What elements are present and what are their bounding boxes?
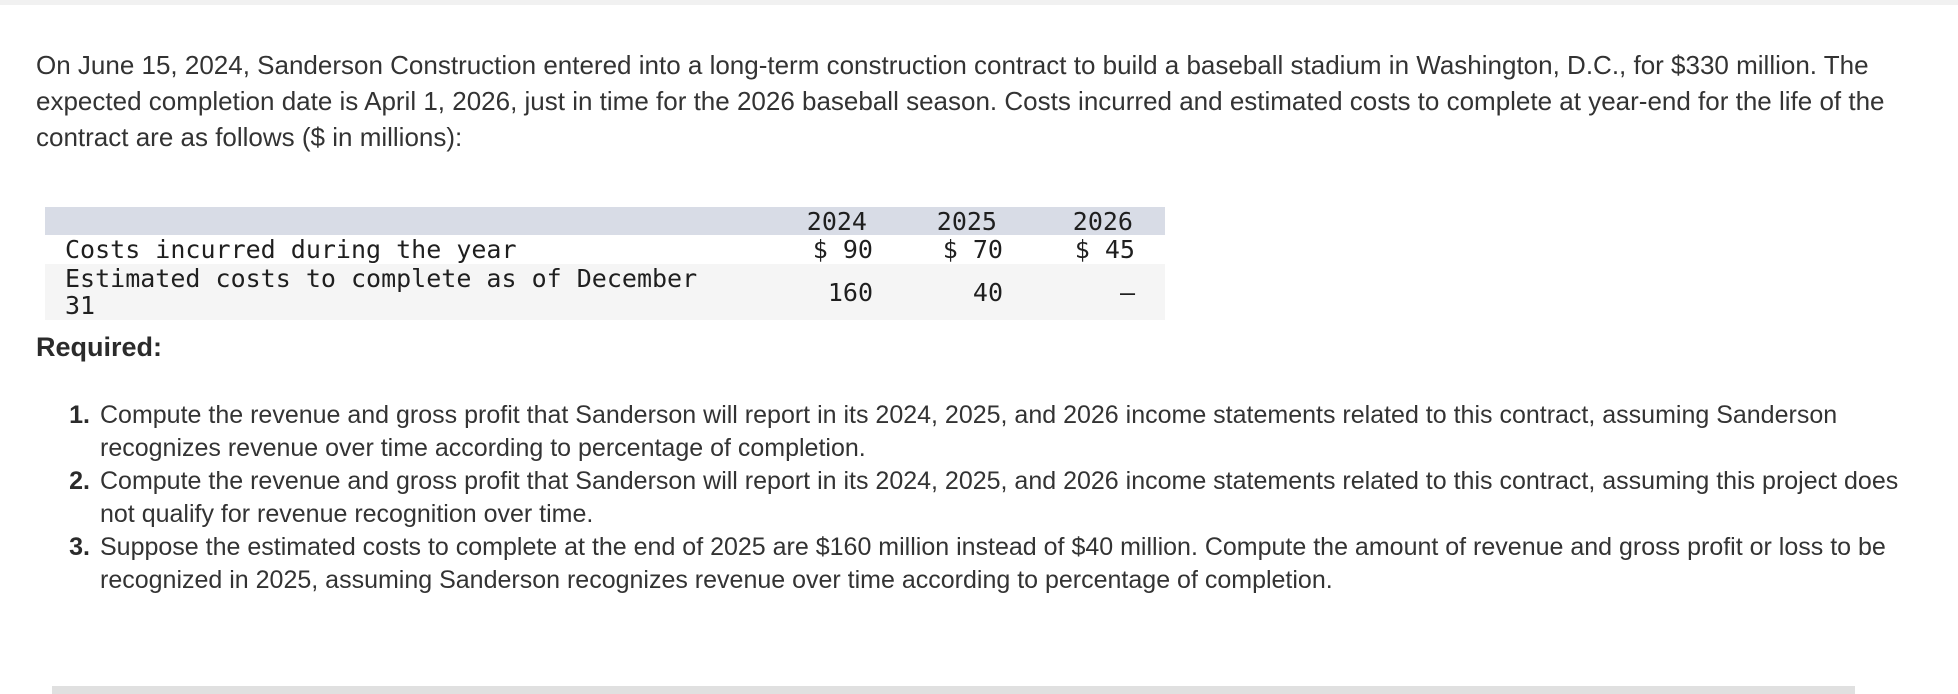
- cell-value: —: [1119, 277, 1135, 307]
- bottom-divider-bar: [52, 686, 1855, 694]
- requirement-text: Compute the revenue and gross profit tha…: [100, 467, 1899, 528]
- requirement-number: 1.: [69, 401, 90, 429]
- intro-paragraph: On June 15, 2024, Sanderson Construction…: [36, 50, 1885, 152]
- requirement-text: Suppose the estimated costs to complete …: [100, 533, 1886, 594]
- requirements-list: 1. Compute the revenue and gross profit …: [36, 399, 1914, 597]
- cost-table-corner-cell: [45, 207, 743, 235]
- requirement-number: 3.: [69, 533, 90, 561]
- cell-value: 160: [827, 277, 873, 307]
- top-divider-strip: [0, 0, 1958, 5]
- cost-table-header-2024: 2024: [806, 206, 867, 236]
- cost-table-header-2026: 2026: [1072, 206, 1133, 236]
- table-row-estimated-costs: Estimated costs to complete as of Decemb…: [45, 264, 1165, 320]
- requirement-item-3: 3. Suppose the estimated costs to comple…: [36, 531, 1914, 597]
- requirement-item-1: 1. Compute the revenue and gross profit …: [36, 399, 1914, 465]
- requirement-text: Compute the revenue and gross profit tha…: [100, 401, 1838, 462]
- required-heading: Required:: [36, 332, 163, 362]
- cost-table-header-row: 2024 2025 2026: [45, 207, 1165, 235]
- cell-value: $ 45: [1074, 235, 1135, 264]
- row-label: Costs incurred during the year: [65, 235, 517, 264]
- table-row-costs-incurred: Costs incurred during the year $ 90 $ 70…: [45, 235, 1165, 264]
- cell-value: $ 70: [942, 235, 1003, 264]
- requirement-item-2: 2. Compute the revenue and gross profit …: [36, 465, 1914, 531]
- cost-table: 2024 2025 2026 Costs incurred during the…: [45, 207, 1165, 320]
- problem-content: On June 15, 2024, Sanderson Construction…: [0, 47, 1958, 597]
- cell-value: $ 90: [812, 235, 873, 264]
- cost-table-header-2025: 2025: [936, 206, 997, 236]
- cell-value: 40: [972, 277, 1003, 307]
- requirement-number: 2.: [69, 467, 90, 495]
- row-label: Estimated costs to complete as of Decemb…: [65, 264, 698, 320]
